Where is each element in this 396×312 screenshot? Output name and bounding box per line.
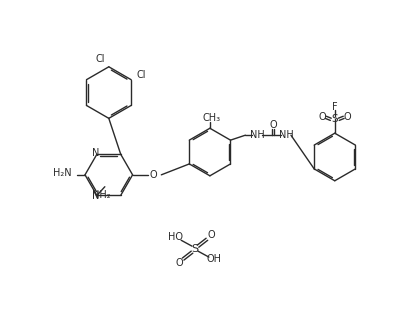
Text: O: O — [269, 120, 277, 130]
Text: N: N — [92, 192, 100, 202]
Text: CH₃: CH₃ — [203, 113, 221, 123]
Text: NH: NH — [279, 130, 293, 140]
Text: N: N — [92, 148, 100, 158]
Text: Cl: Cl — [136, 70, 146, 80]
Text: OH: OH — [206, 254, 221, 264]
Text: O: O — [175, 258, 183, 268]
Text: O: O — [344, 112, 352, 122]
Text: NH: NH — [250, 130, 265, 140]
Text: HO: HO — [168, 232, 183, 242]
Text: O: O — [318, 112, 326, 122]
Text: F: F — [332, 102, 337, 112]
Text: S: S — [331, 114, 338, 124]
Text: NH₂: NH₂ — [91, 190, 110, 200]
Text: H₂N: H₂N — [53, 168, 71, 178]
Text: S: S — [191, 244, 198, 254]
Text: Cl: Cl — [95, 54, 105, 64]
Text: O: O — [150, 170, 157, 180]
Text: O: O — [207, 230, 215, 240]
